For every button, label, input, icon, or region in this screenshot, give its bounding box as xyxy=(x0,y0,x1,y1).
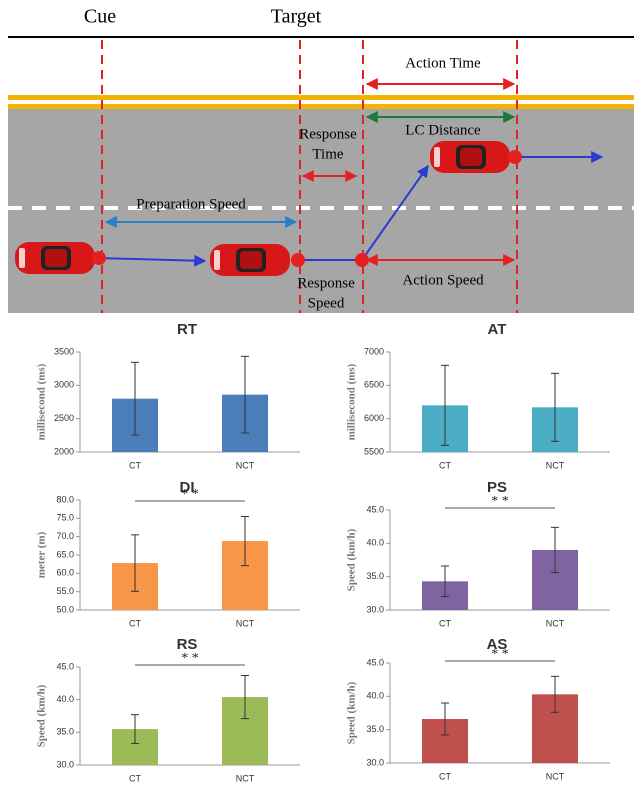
x-tick-label: CT xyxy=(439,771,451,781)
y-tick-label: 40.0 xyxy=(366,691,384,701)
y-axis-label: millisecond (ms) xyxy=(346,363,358,440)
significance-label: * * xyxy=(491,647,509,662)
label: Cue xyxy=(84,6,116,28)
y-tick-label: 60.0 xyxy=(56,568,74,578)
x-tick-label: NCT xyxy=(236,618,255,628)
label: Response xyxy=(297,275,355,291)
x-tick-label: CT xyxy=(439,460,451,470)
chart-title: AT xyxy=(488,321,507,338)
car xyxy=(210,244,290,276)
bar-chart: RT millisecond (ms) 2000 2500 3000 3500 CT NCT xyxy=(36,321,300,470)
y-tick-label: 35.0 xyxy=(56,727,74,737)
label: Preparation Speed xyxy=(136,196,246,212)
y-tick-label: 50.0 xyxy=(56,604,74,614)
chart-title: RT xyxy=(177,321,197,338)
y-tick-label: 30.0 xyxy=(366,604,384,614)
car xyxy=(15,242,95,274)
x-tick-label: NCT xyxy=(236,773,255,783)
x-tick-label: CT xyxy=(439,618,451,628)
y-tick-label: 45.0 xyxy=(366,657,384,667)
x-tick-label: NCT xyxy=(236,460,255,470)
x-tick-label: NCT xyxy=(546,460,565,470)
y-tick-label: 40.0 xyxy=(366,538,384,548)
y-tick-label: 2500 xyxy=(54,413,74,423)
x-tick-label: NCT xyxy=(546,771,565,781)
x-tick-label: CT xyxy=(129,773,141,783)
y-tick-label: 6500 xyxy=(364,380,384,390)
car xyxy=(430,141,510,173)
label: Action Speed xyxy=(402,272,484,288)
y-tick-label: 3000 xyxy=(54,380,74,390)
yellow-line xyxy=(8,95,634,100)
y-tick-label: 2000 xyxy=(54,446,74,456)
y-tick-label: 75.0 xyxy=(56,513,74,523)
y-tick-label: 80.0 xyxy=(56,494,74,504)
y-tick-label: 35.0 xyxy=(366,571,384,581)
y-axis-label: meter (m) xyxy=(36,531,48,578)
significance-label: * * xyxy=(181,487,199,502)
label: Speed xyxy=(308,295,345,311)
x-tick-label: NCT xyxy=(546,618,565,628)
figure: Cue Target Action Time LC Distance Respo… xyxy=(0,0,634,785)
label: Response xyxy=(299,126,357,142)
label: Action Time xyxy=(405,55,481,71)
y-tick-label: 3500 xyxy=(54,346,74,356)
scenario-diagram: Cue Target Action Time LC Distance Respo… xyxy=(8,6,634,313)
label: Time xyxy=(312,146,343,162)
label: LC Distance xyxy=(405,122,481,138)
x-tick-label: CT xyxy=(129,460,141,470)
y-tick-label: 55.0 xyxy=(56,586,74,596)
y-tick-label: 70.0 xyxy=(56,531,74,541)
y-tick-label: 40.0 xyxy=(56,694,74,704)
y-tick-label: 45.0 xyxy=(56,661,74,671)
y-axis-label: Speed (km/h) xyxy=(36,684,48,747)
bar-chart: AT millisecond (ms) 5500 6000 6500 7000 CT NCT xyxy=(346,321,610,470)
y-tick-label: 7000 xyxy=(364,346,384,356)
y-tick-label: 65.0 xyxy=(56,549,74,559)
y-tick-label: 6000 xyxy=(364,413,384,423)
y-tick-label: 45.0 xyxy=(366,504,384,514)
y-axis-label: Speed (km/h) xyxy=(346,681,358,744)
significance-label: * * xyxy=(491,494,509,509)
label: Target xyxy=(271,6,322,28)
y-axis-label: millisecond (ms) xyxy=(36,363,48,440)
y-tick-label: 30.0 xyxy=(56,759,74,769)
x-tick-label: CT xyxy=(129,618,141,628)
y-tick-label: 35.0 xyxy=(366,724,384,734)
y-axis-label: Speed (km/h) xyxy=(346,528,358,591)
y-tick-label: 5500 xyxy=(364,446,384,456)
significance-label: * * xyxy=(181,651,199,666)
y-tick-label: 30.0 xyxy=(366,757,384,767)
